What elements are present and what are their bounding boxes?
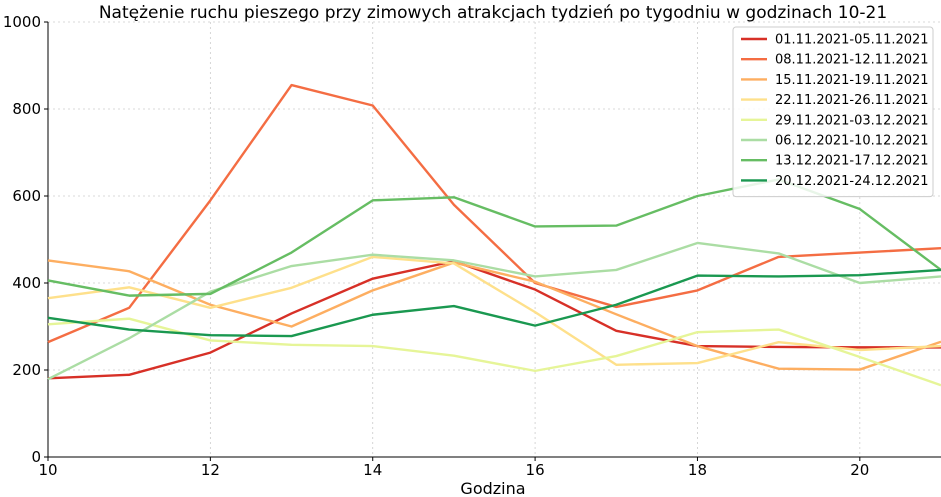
series-line-2 bbox=[47, 83, 941, 344]
x-axis-label: Godzina bbox=[460, 479, 525, 497]
legend-label: 08.11.2021-12.11.2021 bbox=[775, 53, 929, 68]
series-line-1 bbox=[47, 260, 941, 380]
legend-box bbox=[732, 26, 934, 198]
y-tick-label: 1000 bbox=[3, 13, 41, 31]
x-tick-label: 18 bbox=[688, 461, 707, 479]
x-tick-label: 16 bbox=[526, 461, 545, 479]
series-line-6 bbox=[47, 241, 941, 381]
y-tick-label: 600 bbox=[12, 187, 41, 205]
legend-label: 13.12.2021-17.12.2021 bbox=[775, 154, 929, 169]
chart-title: Natężenie ruchu pieszego przy zimowych a… bbox=[99, 3, 887, 23]
legend-label: 20.12.2021-24.12.2021 bbox=[775, 174, 929, 189]
legend-label: 22.11.2021-26.11.2021 bbox=[775, 93, 929, 108]
y-tick-label: 200 bbox=[12, 361, 41, 379]
x-tick-label: 14 bbox=[363, 461, 382, 479]
x-tick-label: 12 bbox=[201, 461, 220, 479]
series-line-5 bbox=[47, 317, 941, 387]
legend: 01.11.2021-05.11.2021 08.11.2021-12.11.20… bbox=[732, 26, 934, 198]
x-tick-label: 10 bbox=[38, 461, 57, 479]
legend-label: 06.12.2021-10.12.2021 bbox=[775, 134, 929, 149]
series-line-4 bbox=[47, 255, 941, 366]
series-line-8 bbox=[47, 268, 941, 338]
legend-label: 29.11.2021-03.12.2021 bbox=[775, 113, 929, 128]
x-tick-label: 20 bbox=[850, 461, 869, 479]
legend-label: 15.11.2021-19.11.2021 bbox=[775, 73, 929, 88]
y-tick-label: 800 bbox=[12, 100, 41, 118]
legend-label: 01.11.2021-05.11.2021 bbox=[775, 33, 929, 48]
y-tick-label: 400 bbox=[12, 274, 41, 292]
y-tick-label: 0 bbox=[31, 448, 41, 466]
